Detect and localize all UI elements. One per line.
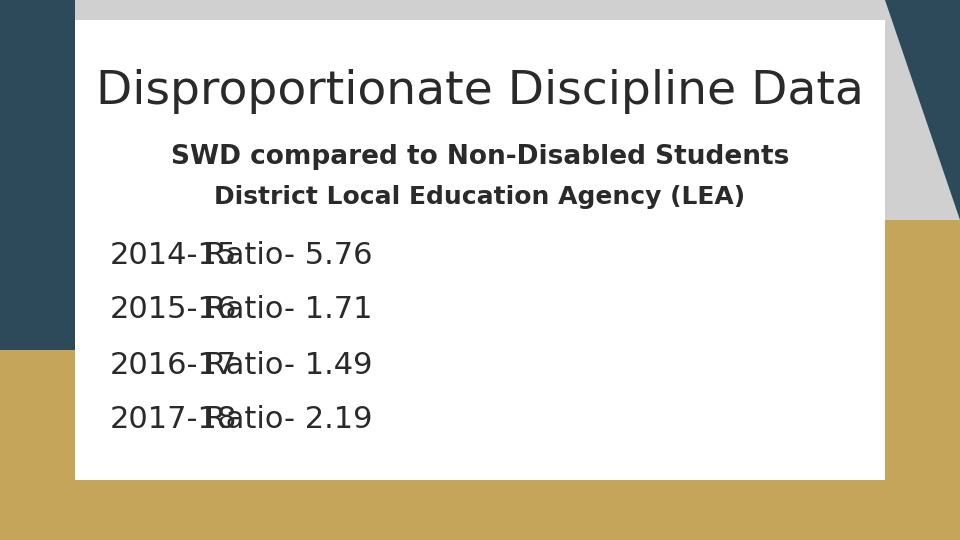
Polygon shape [885, 0, 960, 220]
Text: Ratio- 1.71: Ratio- 1.71 [205, 295, 372, 325]
Text: SWD compared to Non-Disabled Students: SWD compared to Non-Disabled Students [171, 144, 789, 170]
Text: 2015-16: 2015-16 [110, 295, 237, 325]
Polygon shape [0, 350, 75, 480]
Polygon shape [885, 220, 960, 480]
Text: Ratio- 2.19: Ratio- 2.19 [205, 406, 372, 435]
Polygon shape [0, 480, 960, 540]
Text: District Local Education Agency (LEA): District Local Education Agency (LEA) [214, 185, 746, 209]
Text: Ratio- 1.49: Ratio- 1.49 [205, 350, 372, 380]
Text: 2014-15: 2014-15 [110, 240, 237, 269]
Text: 2017-18: 2017-18 [110, 406, 237, 435]
FancyBboxPatch shape [75, 20, 885, 480]
Text: Disproportionate Discipline Data: Disproportionate Discipline Data [96, 69, 864, 114]
Text: Ratio- 5.76: Ratio- 5.76 [205, 240, 372, 269]
Text: 2016-17: 2016-17 [110, 350, 237, 380]
Polygon shape [0, 0, 75, 540]
